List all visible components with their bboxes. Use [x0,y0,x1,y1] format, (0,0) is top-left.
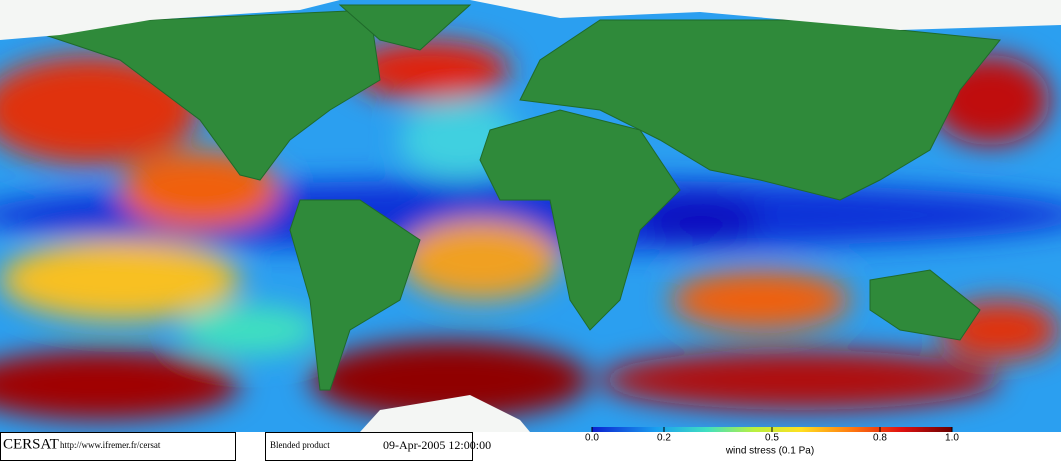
footer-box [265,432,473,461]
colorbar-tick-label: 0.0 [585,433,599,444]
arctic [0,0,1061,40]
colorbar-tick-label: 0.2 [657,433,671,444]
antarctica [360,395,530,432]
map [0,0,1061,432]
greenland [338,4,472,51]
eurasia [519,19,1001,201]
date: 09-Apr-2005 12:00:00 [383,438,491,452]
url: http://www.ifremer.fr/cersat [60,440,161,450]
colorbar-tick-label: 1.0 [945,433,959,444]
north-america [29,9,381,181]
colorbar-tick-label: 0.8 [873,433,887,444]
footer-box [0,432,236,461]
south-america [289,199,421,391]
australia [869,269,981,341]
colorbar-label: wind stress (0.1 Pa) [725,446,814,457]
africa [479,109,681,331]
product: Blended product [270,440,330,450]
logo: CERSAT [3,436,59,452]
colorbar-tick-label: 0.5 [765,433,779,444]
